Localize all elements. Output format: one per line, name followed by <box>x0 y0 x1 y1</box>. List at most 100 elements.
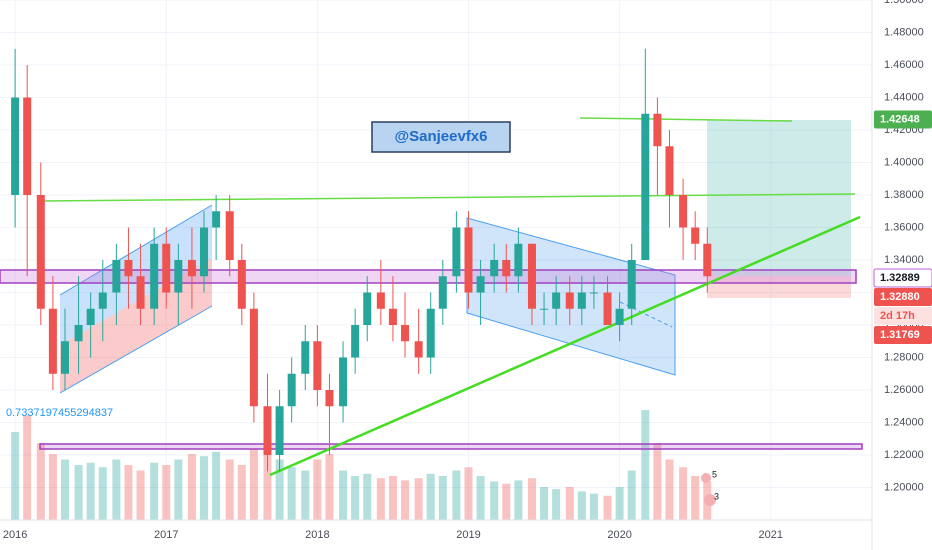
candle-body <box>48 308 57 374</box>
candle-body <box>98 292 107 309</box>
y-tick-label: 1.20000 <box>884 481 924 493</box>
volume-bar <box>301 470 310 520</box>
candle-body <box>388 308 397 325</box>
candle-body <box>426 308 435 358</box>
volume-bar <box>287 467 296 520</box>
candle-body <box>527 243 536 309</box>
volume-bar <box>414 478 423 520</box>
candle-body <box>187 260 196 277</box>
volume-bar <box>363 473 372 520</box>
volume-bar <box>490 481 499 520</box>
volume-bar <box>187 454 196 520</box>
x-tick-label: 2021 <box>759 529 783 541</box>
trend-line <box>579 117 793 122</box>
candle-body <box>464 227 473 293</box>
candle-body <box>351 325 360 358</box>
trend-line <box>269 215 861 477</box>
y-tick-label: 1.34000 <box>884 254 924 266</box>
candle-body <box>552 292 561 309</box>
label-box <box>371 121 511 153</box>
channel-lower <box>60 258 212 393</box>
candle-body <box>476 276 485 293</box>
candle-body <box>577 292 586 309</box>
candle-body <box>452 227 461 277</box>
volume-bar <box>225 459 234 520</box>
price-tag <box>874 110 932 129</box>
candle-body <box>514 243 523 277</box>
candle-body <box>313 341 322 390</box>
volume-bar <box>627 470 636 520</box>
y-tick-label: 1.46000 <box>884 59 924 71</box>
candle-body <box>200 227 209 277</box>
candle-body <box>212 211 221 228</box>
candles <box>11 48 712 472</box>
volume-bar <box>665 459 674 520</box>
candle-body <box>23 97 32 195</box>
candle-body <box>490 260 499 277</box>
candle-body <box>502 260 511 277</box>
volume-bar <box>150 462 159 520</box>
volume-bar <box>552 489 561 520</box>
candle-body <box>339 357 348 407</box>
volume-bar <box>162 465 171 520</box>
y-tick-label: 1.50000 <box>884 0 924 6</box>
candle-body <box>401 325 410 342</box>
volume-bar <box>339 470 348 520</box>
price-tag <box>874 288 932 307</box>
y-tick-label: 1.38000 <box>884 189 924 201</box>
candle-body <box>653 113 662 147</box>
candle-body <box>679 195 688 228</box>
candle-body <box>615 308 624 325</box>
candle-body <box>363 292 372 325</box>
volume-bar <box>527 478 536 520</box>
volume-bar <box>577 491 586 520</box>
volume-bar <box>98 467 107 520</box>
candle-body <box>162 243 171 293</box>
volume-bar <box>23 415 32 520</box>
candle-body <box>36 195 45 309</box>
target-zone <box>707 120 851 276</box>
volume-bar <box>438 476 447 520</box>
candle-body <box>86 308 95 325</box>
candle-body <box>237 260 246 309</box>
channel-line <box>59 204 213 296</box>
support-zone <box>39 443 863 450</box>
volume-bar <box>426 473 435 520</box>
y-tick-label: 1.44000 <box>884 91 924 103</box>
candle-body <box>603 292 612 325</box>
volume-bar <box>679 467 688 520</box>
volume-bar <box>136 470 145 520</box>
price-tag-label: 1.32880 <box>880 291 920 303</box>
candle-body <box>665 146 674 195</box>
volume-bar <box>565 487 574 520</box>
volume-bar <box>263 443 272 520</box>
y-tick-label: 1.28000 <box>884 351 924 363</box>
event-count: 5 <box>712 469 717 479</box>
y-tick-label: 1.36000 <box>884 221 924 233</box>
volume-bar <box>237 465 246 520</box>
volume-bar <box>74 465 83 520</box>
volume-bar <box>452 470 461 520</box>
trend-line <box>39 193 856 202</box>
volume-bar <box>464 467 473 520</box>
event-count: 3 <box>714 491 719 501</box>
x-tick-label: 2016 <box>3 529 27 541</box>
candle-body <box>112 260 121 293</box>
candle-body <box>301 341 310 374</box>
y-tick-label: 1.26000 <box>884 384 924 396</box>
volume-bar <box>351 476 360 520</box>
price-tag <box>874 326 932 345</box>
volume-bar <box>325 454 334 520</box>
channel-line <box>59 305 213 394</box>
time-axis <box>0 520 872 550</box>
volume-bar <box>200 456 209 520</box>
volume-layer <box>11 410 712 520</box>
y-tick-label: 1.22000 <box>884 449 924 461</box>
volume-bar <box>540 487 549 520</box>
volume-bar <box>249 448 258 520</box>
volume-bar <box>86 462 95 520</box>
support-zone <box>0 269 857 284</box>
candle-body <box>589 292 598 294</box>
volume-bar <box>653 443 662 520</box>
y-tick-label: 1.40000 <box>884 156 924 168</box>
